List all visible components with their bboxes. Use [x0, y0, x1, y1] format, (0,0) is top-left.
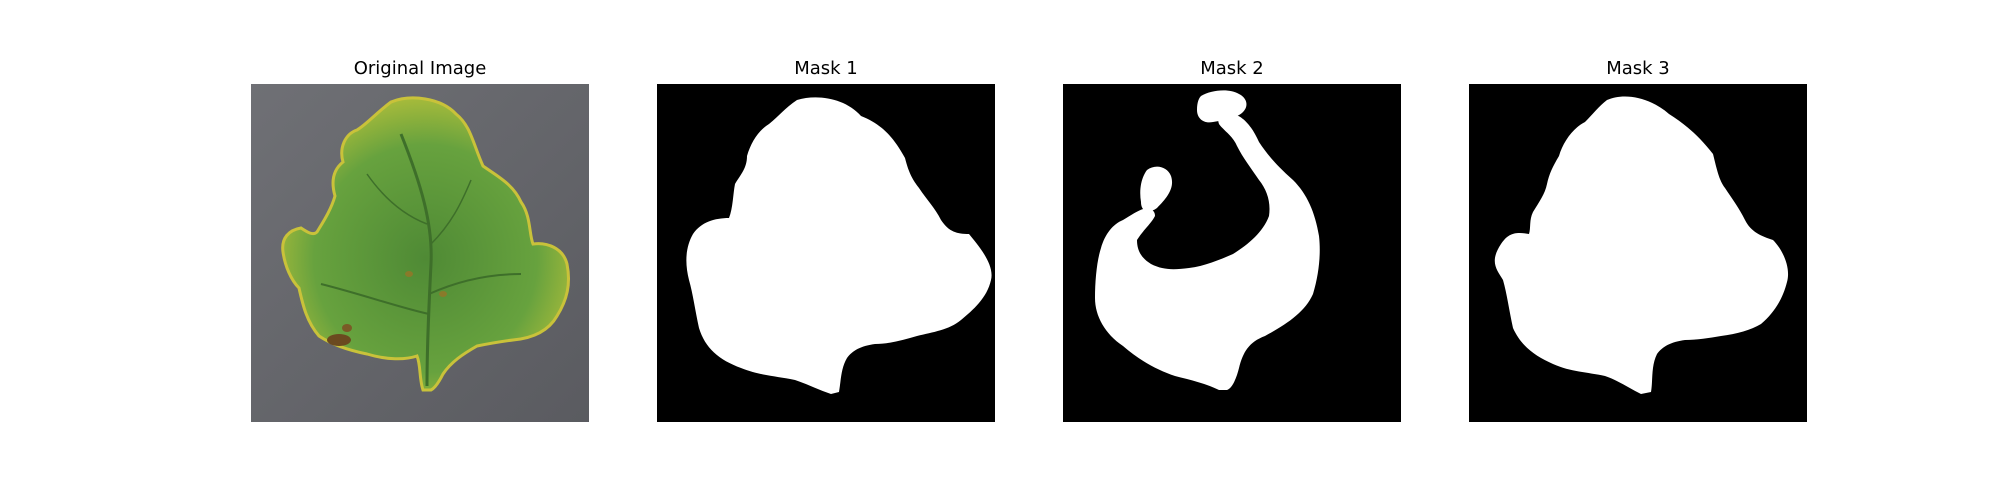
- leaf-lesion: [342, 324, 352, 332]
- leaf-vein: [430, 179, 472, 245]
- panel-title: Mask 2: [1200, 58, 1264, 79]
- mask-region: [1095, 113, 1320, 390]
- leaf-shape: [281, 96, 571, 392]
- mask-region: [1494, 96, 1789, 394]
- panel-mask-1: Mask 1: [657, 0, 995, 500]
- original-leaf-image: [251, 84, 589, 422]
- panel-title: Mask 1: [794, 58, 858, 79]
- leaf-vein: [428, 273, 522, 295]
- leaf-vein: [366, 173, 428, 225]
- panel-title: Original Image: [353, 58, 487, 79]
- leaf-lesion: [439, 291, 447, 297]
- panel-mask-2: Mask 2: [1063, 0, 1401, 500]
- mask-3-image: [1469, 84, 1807, 422]
- mask-1-image: [657, 84, 995, 422]
- mask-region: [1140, 166, 1173, 212]
- panel-original-image: Original Image: [251, 0, 589, 500]
- mask-2-image: [1063, 84, 1401, 422]
- leaf-lesion: [405, 271, 413, 277]
- leaf-vein: [320, 283, 430, 315]
- panel-title: Mask 3: [1606, 58, 1670, 79]
- leaf-lesion: [327, 334, 351, 346]
- mask-region: [686, 97, 992, 395]
- panel-mask-3: Mask 3: [1469, 0, 1807, 500]
- leaf-midrib: [399, 133, 433, 387]
